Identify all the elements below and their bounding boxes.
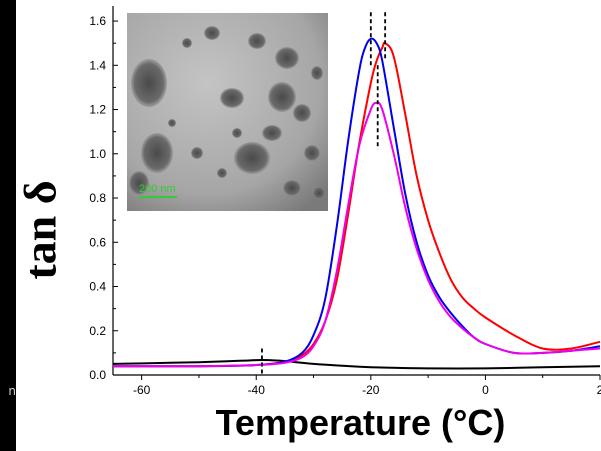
left-strip-text: n — [8, 384, 16, 398]
inset-particle — [191, 147, 203, 159]
inset-particle — [293, 104, 311, 122]
chart-axes — [112, 6, 600, 376]
inset-particle — [131, 59, 167, 107]
y-tick-label: 0.0 — [89, 368, 106, 382]
x-tick-label: 2 — [597, 383, 601, 397]
series-line-3 — [112, 101, 601, 368]
x-tick-label: -60 — [133, 383, 151, 397]
inset-particle — [275, 47, 299, 69]
scale-bar-label: 200 nm — [139, 183, 176, 195]
inset-particle — [129, 171, 149, 195]
inset-particle — [220, 88, 244, 108]
y-tick-label: 0.2 — [89, 324, 106, 338]
inset-particle — [232, 128, 242, 138]
y-tick-label: 0.4 — [89, 280, 106, 294]
y-tick-label: 1.6 — [89, 14, 106, 28]
series-line-0 — [112, 359, 601, 370]
inset-particle — [204, 26, 220, 40]
x-tick-label: -40 — [248, 383, 266, 397]
y-tick-label: 1.2 — [89, 103, 106, 117]
inset-particle — [217, 168, 227, 178]
inset-particle — [283, 180, 301, 196]
y-axis-label: tan δ — [14, 180, 66, 280]
x-tick-label: -20 — [362, 383, 380, 397]
inset-particle — [182, 38, 192, 48]
inset-particle — [168, 119, 176, 127]
inset-particle — [268, 82, 296, 112]
inset-particle — [262, 125, 282, 141]
chart-ticks: 0.0 0.2 0.4 0.6 0.8 1.0 1.2 1.4 1.6 -60 -40 -20 0 2 — [89, 14, 601, 397]
inset-particle — [234, 142, 270, 174]
x-tick-label: 0 — [482, 383, 489, 397]
y-tick-label: 1.0 — [89, 147, 106, 161]
x-axis-label: Temperature (°C) — [215, 402, 506, 443]
y-tick-label: 0.6 — [89, 235, 106, 249]
inset-particle — [311, 66, 323, 80]
inset-particle — [313, 187, 325, 199]
chart-annotations — [261, 12, 387, 375]
left-image-strip: n — [0, 0, 16, 451]
y-tick-label: 1.4 — [89, 58, 106, 72]
inset-particle — [304, 145, 320, 161]
inset-particle — [141, 133, 173, 173]
y-tick-label: 0.8 — [89, 191, 106, 205]
inset-particle — [248, 33, 266, 49]
tem-inset-image: 200 nm — [127, 13, 328, 211]
